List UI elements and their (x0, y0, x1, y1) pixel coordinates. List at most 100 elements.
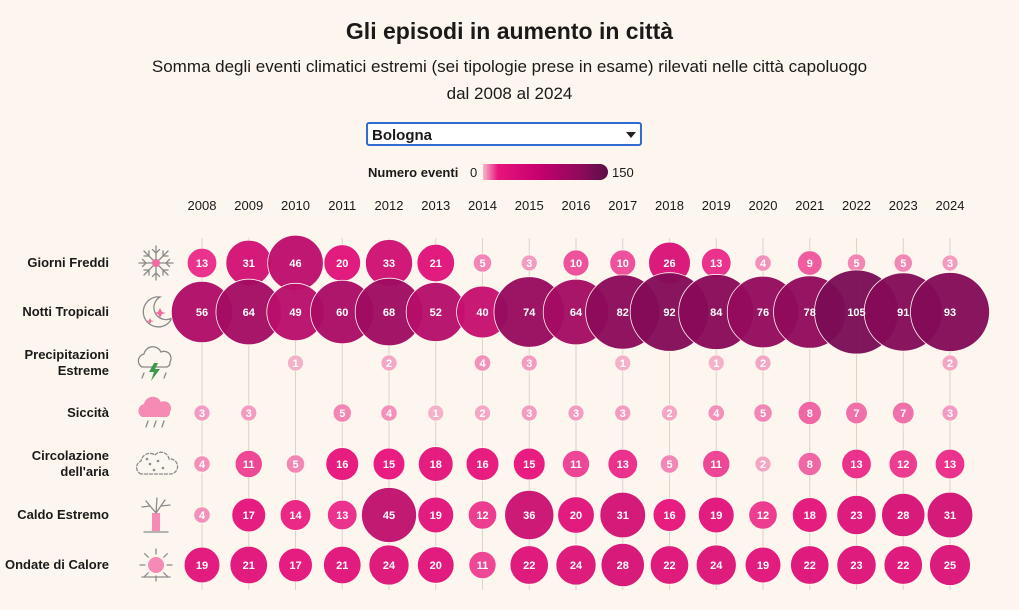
bubble[interactable] (474, 404, 491, 422)
bubble[interactable] (702, 450, 731, 478)
bubble[interactable] (790, 545, 830, 585)
bubble[interactable] (562, 249, 590, 277)
bubble[interactable] (512, 447, 546, 481)
bubble-value-label: 31 (243, 258, 255, 270)
bubble[interactable] (567, 404, 585, 422)
bubble[interactable] (652, 498, 687, 532)
bubble[interactable] (754, 354, 772, 372)
bubble[interactable] (557, 496, 595, 534)
bubble[interactable] (285, 454, 306, 474)
bubble[interactable] (504, 489, 555, 540)
bubble[interactable] (707, 354, 725, 372)
bubble[interactable] (555, 544, 597, 586)
bubble[interactable] (361, 487, 417, 543)
bubble[interactable] (332, 403, 352, 423)
bubble[interactable] (465, 447, 500, 481)
bubble[interactable] (941, 254, 959, 272)
bubble[interactable] (888, 449, 918, 479)
bubble[interactable] (520, 254, 538, 272)
bubble[interactable] (231, 497, 267, 533)
year-label: 2010 (281, 198, 310, 213)
bubble[interactable] (193, 455, 211, 473)
year-label: 2013 (421, 198, 450, 213)
bubble[interactable] (600, 542, 645, 588)
bubble[interactable] (649, 545, 690, 585)
bubble[interactable] (695, 544, 737, 586)
bubble[interactable] (599, 491, 646, 539)
bubble[interactable] (881, 492, 926, 538)
bubble[interactable] (841, 448, 872, 480)
bubble[interactable] (417, 546, 455, 584)
bubble[interactable] (380, 404, 398, 422)
bubble[interactable] (562, 450, 590, 478)
bubble[interactable] (797, 401, 822, 425)
bubble[interactable] (836, 544, 877, 586)
bubble[interactable] (193, 506, 211, 524)
bubble[interactable] (468, 551, 497, 579)
bubble[interactable] (229, 545, 268, 585)
bubble[interactable] (287, 354, 304, 372)
bubble[interactable] (380, 354, 398, 372)
bubble[interactable] (520, 404, 538, 422)
bubble[interactable] (279, 499, 312, 531)
bubble[interactable] (473, 354, 492, 372)
bubble[interactable] (327, 499, 358, 531)
bubble[interactable] (797, 452, 822, 476)
bubble-value-label: 16 (476, 459, 488, 471)
year-label: 2012 (375, 198, 404, 213)
bubble[interactable] (417, 496, 455, 534)
bubble[interactable] (754, 254, 772, 272)
bubble[interactable] (417, 446, 454, 482)
bubble[interactable] (929, 544, 971, 586)
bubble-value-label: 23 (850, 560, 862, 572)
legend-max: 150 (612, 165, 634, 180)
bubble[interactable] (744, 546, 782, 584)
bubble-value-label: 18 (804, 510, 816, 522)
bubble[interactable] (707, 404, 725, 422)
bubble[interactable] (472, 253, 493, 273)
bubble[interactable] (325, 447, 360, 481)
bubble[interactable] (467, 500, 498, 530)
bubble[interactable] (893, 253, 913, 273)
bubble-value-label: 12 (757, 510, 769, 522)
bubble[interactable] (941, 404, 959, 422)
bubble[interactable] (416, 243, 455, 283)
bubble[interactable] (748, 500, 778, 530)
bubble[interactable] (240, 404, 258, 422)
city-select[interactable]: Bologna (366, 122, 642, 146)
bubble[interactable] (278, 547, 313, 583)
bubble[interactable] (754, 455, 772, 473)
bubble[interactable] (697, 496, 735, 534)
bubble-value-label: 2 (760, 358, 766, 370)
bubble[interactable] (883, 545, 923, 585)
bubble[interactable] (368, 544, 410, 586)
bubble[interactable] (186, 247, 218, 279)
bubble[interactable] (509, 545, 549, 585)
bubble[interactable] (607, 448, 638, 480)
bubble[interactable] (323, 545, 362, 585)
bubble-value-label: 4 (760, 258, 767, 270)
bubble[interactable] (934, 448, 966, 480)
bubble[interactable] (926, 491, 974, 539)
bubble[interactable] (941, 354, 959, 372)
bubble-value-label: 3 (526, 408, 532, 420)
bubble-value-label: 2 (386, 358, 392, 370)
bubble[interactable] (791, 497, 828, 533)
bubble[interactable] (520, 354, 538, 372)
bubble[interactable] (797, 250, 823, 276)
bubble[interactable] (614, 354, 632, 372)
bubble[interactable] (845, 401, 868, 425)
bubble[interactable] (183, 546, 221, 584)
bubble-value-label: 11 (570, 459, 582, 471)
bubble[interactable] (427, 404, 445, 422)
bubble[interactable] (659, 454, 680, 474)
bubble[interactable] (910, 272, 990, 352)
bubble[interactable] (661, 404, 678, 422)
bubble[interactable] (892, 401, 915, 425)
bubble[interactable] (193, 404, 211, 422)
bubble[interactable] (372, 447, 406, 481)
bubble[interactable] (614, 404, 632, 422)
bubble[interactable] (753, 403, 773, 423)
bubble[interactable] (234, 450, 263, 478)
bubble[interactable] (836, 494, 877, 536)
